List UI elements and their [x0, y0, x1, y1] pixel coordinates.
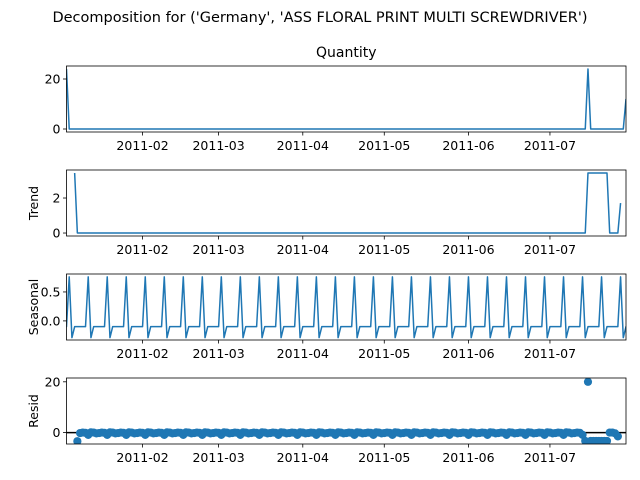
y-tick-label-resid: 0 [53, 425, 61, 440]
panel-resid: Resid 0 20 2011-02 2011-03 2011-04 2011-05 2011… [26, 374, 627, 465]
x-tick-label-observed: 2011-03 [192, 138, 244, 153]
x-tick-label-trend: 2011-06 [442, 242, 494, 257]
x-tick-label-seasonal: 2011-05 [358, 346, 410, 361]
y-axis-label-trend: Trend [26, 186, 41, 221]
x-tick-label-resid: 2011-05 [358, 450, 410, 465]
y-axis-label-seasonal: Seasonal [26, 279, 41, 336]
plot-area-resid [66, 378, 626, 444]
panel-seasonal: Seasonal 0.0 0.5 2011-02 2011-03 2011-04 2011-… [26, 273, 627, 361]
figure-title: Decomposition for ('Germany', 'ASS FLORA… [52, 10, 587, 26]
axes-frame-resid [66, 377, 627, 445]
panel-trend: Trend 0 2 2011-02 2011-03 2011-04 2011-05 2011-… [26, 169, 627, 257]
series-line-trend [73, 172, 622, 234]
y-tick-label-observed: 20 [45, 72, 61, 87]
plot-area-trend [73, 172, 622, 234]
resid-point [613, 432, 622, 441]
plot-area-seasonal [66, 276, 626, 339]
x-tick-label-resid: 2011-03 [192, 450, 244, 465]
x-tick-label-resid: 2011-06 [442, 450, 494, 465]
panel-observed: Quantity 0 20 2011-02 2011-03 2011-04 2011-05 2… [45, 45, 627, 153]
x-tick-label-trend: 2011-04 [277, 242, 329, 257]
y-tick-label-trend: 0 [53, 226, 61, 241]
series-line-observed [66, 68, 626, 130]
resid-point [602, 436, 612, 444]
x-tick-label-observed: 2011-02 [116, 138, 168, 153]
resid-point [73, 437, 82, 444]
x-tick-label-trend: 2011-03 [192, 242, 244, 257]
x-tick-label-seasonal: 2011-02 [116, 346, 168, 361]
x-tick-label-observed: 2011-07 [524, 138, 576, 153]
x-tick-label-seasonal: 2011-03 [192, 346, 244, 361]
axes-frame-seasonal [66, 273, 627, 341]
y-tick-label-resid: 20 [45, 374, 61, 389]
x-tick-label-resid: 2011-04 [277, 450, 329, 465]
axes-frame-trend [66, 169, 627, 237]
x-tick-label-trend: 2011-02 [116, 242, 168, 257]
y-axis-label-resid: Resid [26, 394, 41, 428]
x-tick-label-resid: 2011-02 [116, 450, 168, 465]
x-tick-label-trend: 2011-07 [524, 242, 576, 257]
panel-title-observed: Quantity [316, 45, 377, 61]
x-tick-label-observed: 2011-05 [358, 138, 410, 153]
resid-point [583, 378, 593, 386]
x-tick-label-resid: 2011-07 [524, 450, 576, 465]
x-tick-label-observed: 2011-04 [277, 138, 329, 153]
y-tick-label-seasonal: 0.5 [41, 284, 61, 299]
x-tick-label-seasonal: 2011-07 [524, 346, 576, 361]
x-tick-label-observed: 2011-06 [442, 138, 494, 153]
y-tick-label-seasonal: 0.0 [41, 313, 61, 328]
x-tick-label-trend: 2011-05 [358, 242, 410, 257]
plot-area-observed [66, 68, 626, 130]
y-tick-label-observed: 0 [53, 122, 61, 137]
x-tick-label-seasonal: 2011-06 [442, 346, 494, 361]
axes-frame-observed [66, 65, 627, 133]
y-tick-label-trend: 2 [53, 191, 61, 206]
series-line-seasonal [66, 276, 626, 339]
x-tick-label-seasonal: 2011-04 [277, 346, 329, 361]
